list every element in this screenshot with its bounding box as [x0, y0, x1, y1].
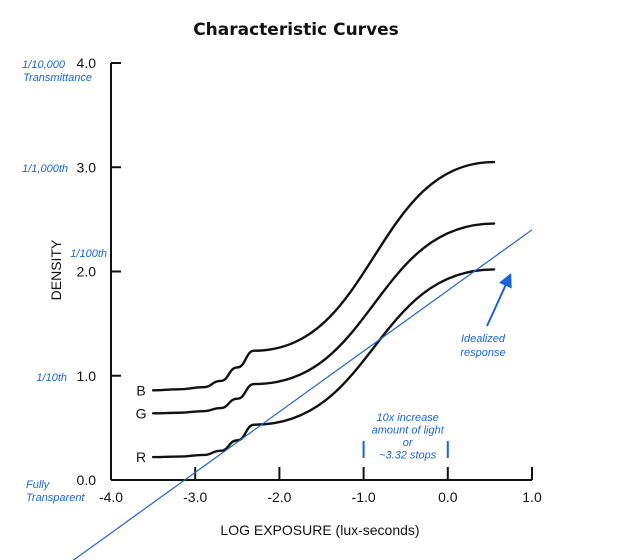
- idealized-arrow: [486, 272, 512, 327]
- plot-area: 0.0 1.0 2.0 3.0 4.0 -4.0 -3.0 -2.0 -1.0 0.0 1.0 1/1…: [22, 55, 542, 505]
- y-note-label: Transparent: [26, 492, 85, 504]
- curve-r: [151, 268, 496, 459]
- stops-annotation-line: or: [403, 437, 414, 449]
- stops-annotation-line: 10x increase: [377, 412, 439, 424]
- curve-label-r: R: [136, 449, 146, 465]
- y-tick-label: 2.0: [77, 264, 97, 280]
- x-tick-label: 0.0: [438, 489, 458, 505]
- x-tick-label: -3.0: [183, 489, 207, 505]
- idealized-annotation-line: Idealized: [461, 333, 506, 345]
- y-note-label: 1/10th: [36, 372, 67, 384]
- y-note-label: 1/100th: [70, 248, 107, 260]
- x-tick-label: -1.0: [352, 489, 376, 505]
- curve-label-b: B: [136, 382, 145, 398]
- curve-b: [151, 160, 496, 392]
- y-tick-label: 4.0: [77, 55, 97, 71]
- chart-title: Characteristic Curves: [193, 20, 399, 40]
- idealized-annotation-line: response: [460, 347, 505, 359]
- curve-label-g: G: [136, 405, 147, 421]
- idealized-response-line: [72, 229, 533, 560]
- stops-annotation-line: ~3.32 stops: [379, 450, 437, 462]
- x-axis-title: LOG EXPOSURE (lux-seconds): [220, 522, 419, 538]
- y-tick-label: 1.0: [77, 368, 97, 384]
- curve-g: [151, 222, 496, 415]
- y-note-label: 1/10,000: [22, 59, 66, 71]
- y-tick-label: 3.0: [77, 159, 97, 175]
- y-axis-title: DENSITY: [48, 239, 64, 300]
- y-note-label: Fully: [26, 479, 51, 491]
- y-note-label: 1/1,000th: [22, 163, 68, 175]
- y-note-label: Transmittance: [23, 72, 92, 84]
- stops-annotation-line: amount of light: [372, 425, 445, 437]
- x-tick-label: -4.0: [99, 489, 123, 505]
- y-tick-label: 0.0: [77, 472, 97, 488]
- x-tick-label: -2.0: [267, 489, 291, 505]
- x-tick-label: 1.0: [522, 489, 542, 505]
